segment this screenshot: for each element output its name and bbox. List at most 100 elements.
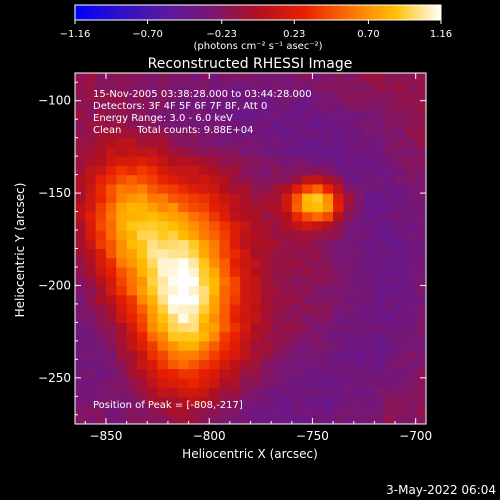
heatmap-cell: [136, 414, 148, 424]
heatmap-cell: [343, 387, 355, 397]
heatmap-cell: [188, 230, 200, 240]
heatmap-cell: [302, 294, 314, 305]
heatmap-cell: [364, 239, 375, 250]
heatmap-cell: [343, 405, 355, 416]
heatmap-cell: [291, 331, 303, 342]
heatmap-cell: [147, 109, 159, 120]
heatmap-cell: [240, 211, 252, 222]
heatmap-cell: [95, 165, 107, 176]
heatmap-cell: [136, 73, 148, 83]
heatmap-cell: [219, 248, 231, 259]
colorbar-tick-label: 1.16: [430, 29, 452, 40]
heatmap-cell: [209, 239, 221, 250]
heatmap-cell: [415, 414, 426, 424]
heatmap-cell: [105, 220, 117, 231]
heatmap-cell: [415, 73, 426, 83]
heatmap-cell: [291, 211, 303, 222]
heatmap-cell: [260, 220, 272, 231]
heatmap-cell: [198, 91, 210, 102]
heatmap-cell: [95, 303, 107, 314]
heatmap-cell: [302, 414, 314, 424]
heatmap-cell: [167, 156, 179, 166]
heatmap-cell: [167, 387, 179, 397]
heatmap-cell: [271, 137, 283, 148]
heatmap-cell: [312, 368, 324, 379]
heatmap-cell: [126, 285, 138, 296]
heatmap-cell: [85, 165, 97, 176]
heatmap-cell: [250, 156, 262, 166]
heatmap-cell: [126, 303, 138, 314]
heatmap-cell: [302, 276, 314, 287]
heatmap-cell: [384, 156, 396, 166]
heatmap-cell: [229, 313, 241, 323]
heatmap-cell: [95, 340, 107, 351]
heatmap-cell: [198, 257, 210, 268]
heatmap-cell: [364, 174, 375, 185]
heatmap-cell: [302, 266, 314, 277]
heatmap-cell: [85, 91, 97, 102]
heatmap-cell: [364, 331, 375, 342]
heatmap-cell: [343, 119, 355, 130]
heatmap-cell: [136, 100, 148, 111]
heatmap-cell: [126, 266, 138, 277]
heatmap-cell: [364, 119, 375, 130]
heatmap-cell: [188, 322, 200, 333]
heatmap-cell: [343, 350, 355, 360]
heatmap-cell: [291, 350, 303, 360]
heatmap-cell: [116, 73, 128, 83]
heatmap-cell: [281, 156, 293, 166]
heatmap-cell: [364, 294, 375, 305]
heatmap-cell: [260, 276, 272, 287]
heatmap-cell: [281, 239, 293, 250]
heatmap-cell: [384, 146, 396, 157]
heatmap-cell: [353, 202, 365, 213]
heatmap-cell: [250, 285, 262, 296]
heatmap-cell: [126, 119, 138, 130]
heatmap-cell: [333, 91, 345, 102]
heatmap-cell: [75, 137, 86, 148]
heatmap-cell: [302, 331, 314, 342]
heatmap-cell: [157, 405, 169, 416]
heatmap-cell: [147, 294, 159, 305]
heatmap-cell: [415, 387, 426, 397]
heatmap-cell: [178, 387, 190, 397]
heatmap-cell: [188, 119, 200, 130]
heatmap-cell: [116, 303, 128, 314]
heatmap-cell: [229, 119, 241, 130]
heatmap-cell: [343, 303, 355, 314]
footer-date: 3-May-2022 06:04: [386, 483, 496, 497]
heatmap-cell: [384, 377, 396, 388]
heatmap-cell: [415, 257, 426, 268]
heatmap-cell: [384, 230, 396, 240]
heatmap-cell: [75, 313, 86, 323]
heatmap-cell: [126, 165, 138, 176]
heatmap-cell: [229, 303, 241, 314]
heatmap-cell: [219, 128, 231, 139]
x-tick-label: −800: [193, 429, 226, 443]
heatmap-cell: [147, 119, 159, 130]
heatmap-cell: [415, 202, 426, 213]
heatmap-cell: [415, 294, 426, 305]
heatmap-cell: [85, 82, 97, 93]
heatmap-cell: [260, 174, 272, 185]
heatmap-cell: [85, 331, 97, 342]
heatmap-cell: [95, 248, 107, 259]
heatmap-cell: [136, 109, 148, 120]
heatmap-cell: [250, 322, 262, 333]
heatmap-cell: [281, 257, 293, 268]
heatmap-cell: [364, 73, 375, 83]
heatmap-cell: [126, 377, 138, 388]
heatmap-cell: [188, 248, 200, 259]
heatmap-cell: [85, 266, 97, 277]
heatmap-cell: [116, 202, 128, 213]
heatmap-cell: [260, 100, 272, 111]
heatmap-cell: [281, 211, 293, 222]
heatmap-cell: [260, 156, 272, 166]
heatmap-cell: [85, 368, 97, 379]
heatmap-cell: [364, 100, 375, 111]
heatmap-cell: [229, 322, 241, 333]
heatmap-cell: [219, 377, 231, 388]
heatmap-cell: [281, 230, 293, 240]
heatmap-cell: [136, 146, 148, 157]
heatmap-cell: [178, 377, 190, 388]
